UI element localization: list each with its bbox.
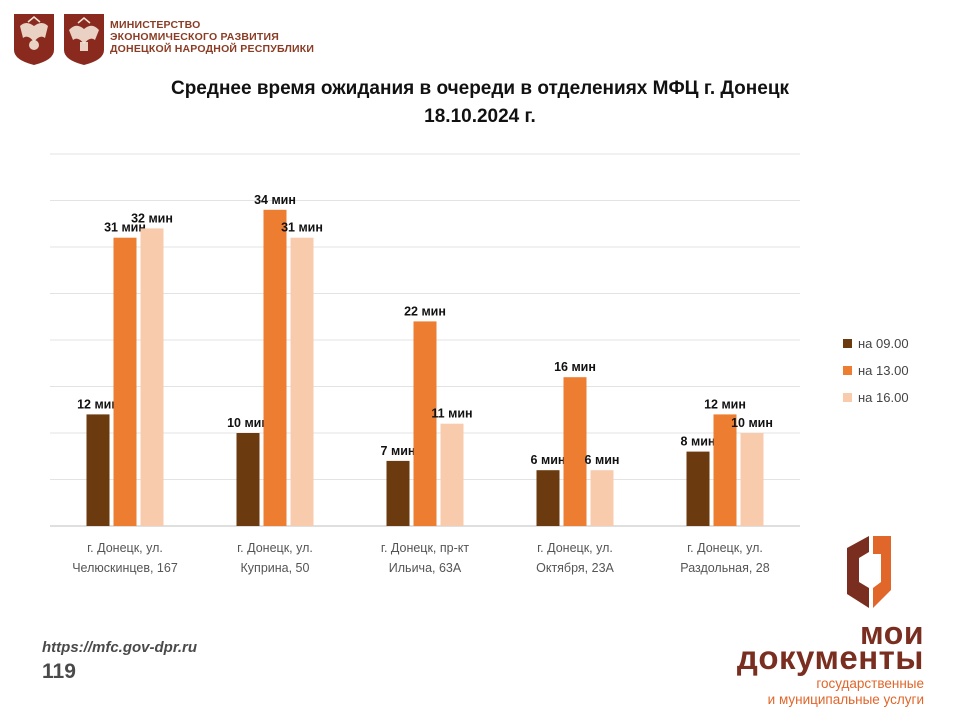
legend-label: на 13.00 <box>858 363 909 378</box>
ministry-name-line: МИНИСТЕРСТВО <box>110 19 201 31</box>
data-label: 31 мин <box>281 221 323 235</box>
brand-subtitle-line: и муниципальные услуги <box>767 692 924 707</box>
ministry-name-line: ЭКОНОМИЧЕСКОГО РАЗВИТИЯ <box>110 31 280 43</box>
legend-label: на 16.00 <box>858 390 909 405</box>
x-tick-label: г. Донецк, ул. <box>687 541 763 555</box>
x-tick-label: г. Донецк, ул. <box>237 541 313 555</box>
hotline-number: 119 <box>42 660 76 683</box>
bar <box>113 237 137 526</box>
data-label: 10 мин <box>731 416 773 430</box>
data-label: 10 мин <box>227 416 269 430</box>
bar <box>263 209 287 527</box>
brand-title-line1: мои <box>860 615 924 651</box>
bar <box>563 377 587 526</box>
brand-mark-icon <box>847 536 891 608</box>
chart-title: Среднее время ожидания в очереди в отдел… <box>80 75 880 131</box>
chart-title-text: Среднее время ожидания в очереди в отдел… <box>170 78 790 99</box>
x-tick-label: Куприна, 50 <box>241 561 310 575</box>
x-tick-label: г. Донецк, пр-кт <box>381 541 469 555</box>
data-label: 12 мин <box>704 397 746 411</box>
bar <box>386 460 410 526</box>
legend-swatch <box>843 366 852 375</box>
legend-swatch <box>843 339 852 348</box>
coat-of-arms-icon <box>14 14 54 65</box>
website-url[interactable]: https://mfc.gov-dpr.ru <box>42 639 197 656</box>
data-label: 31 мин <box>104 221 146 235</box>
x-tick-label: Ильича, 63А <box>389 561 462 575</box>
legend-item: на 09.00 <box>843 330 909 357</box>
ministry-name: МИНИСТЕРСТВО ЭКОНОМИЧЕСКОГО РАЗВИТИЯ ДОН… <box>110 19 390 55</box>
bar <box>590 470 614 526</box>
data-label: 34 мин <box>254 193 296 207</box>
data-label: 6 мин <box>585 453 620 467</box>
data-label: 11 мин <box>431 407 472 421</box>
bar <box>740 433 764 526</box>
chart-date: 18.10.2024 г. <box>424 106 536 127</box>
x-tick-label: г. Донецк, ул. <box>537 541 613 555</box>
brand-subtitle: государственные и муниципальные услуги <box>768 676 924 708</box>
bar <box>290 237 314 526</box>
bar <box>686 451 710 526</box>
data-label: 12 мин <box>77 397 119 411</box>
bar <box>440 423 464 526</box>
legend-item: на 13.00 <box>843 357 909 384</box>
data-label: 32 мин <box>131 211 173 225</box>
brand-title-line2: документы <box>736 639 924 676</box>
data-label: 6 мин <box>531 453 566 467</box>
bar <box>140 228 164 526</box>
coat-of-arms-icon <box>64 14 104 65</box>
legend-swatch <box>843 393 852 402</box>
x-tick-label: Челюскинцев, 167 <box>72 561 178 575</box>
brand-subtitle-line: государственные <box>816 676 924 691</box>
x-tick-label: Раздольная, 28 <box>680 561 769 575</box>
data-label: 8 мин <box>681 435 716 449</box>
ministry-name-line: ДОНЕЦКОЙ НАРОДНОЙ РЕСПУБЛИКИ <box>110 43 315 55</box>
x-tick-label: Октября, 23А <box>536 561 614 575</box>
data-label: 7 мин <box>381 444 416 458</box>
legend-item: на 16.00 <box>843 384 909 411</box>
bar <box>713 414 737 526</box>
data-label: 22 мин <box>404 304 446 318</box>
bar <box>236 433 260 526</box>
data-label: 16 мин <box>554 360 596 374</box>
chart-legend: на 09.00 на 13.00 на 16.00 <box>843 330 909 411</box>
brand-logo: мои документы государственные и муниципа… <box>714 530 924 710</box>
bar <box>536 470 560 526</box>
x-tick-label: г. Донецк, ул. <box>87 541 163 555</box>
bar <box>413 321 437 526</box>
legend-label: на 09.00 <box>858 336 909 351</box>
bar <box>86 414 110 526</box>
